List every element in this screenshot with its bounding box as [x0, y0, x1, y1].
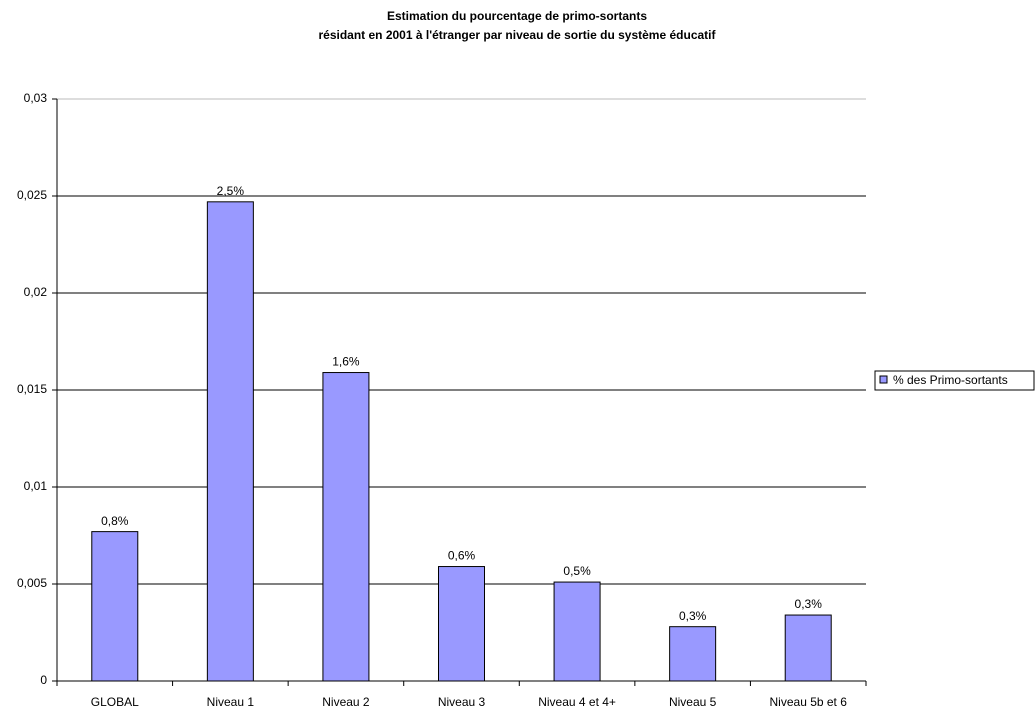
y-tick-label: 0,03 [24, 91, 48, 105]
x-tick-label: Niveau 5b et 6 [770, 695, 848, 709]
data-label: 0,3% [795, 597, 823, 611]
data-label: 0,3% [679, 609, 707, 623]
y-tick-label: 0,005 [17, 576, 47, 590]
bar [669, 626, 717, 682]
data-label: 0,8% [101, 514, 129, 528]
data-label: 1,6% [332, 355, 360, 369]
legend-swatch [879, 375, 888, 384]
y-tick-label: 0,025 [17, 188, 47, 202]
x-tick-label: Niveau 5 [669, 695, 717, 709]
bar [91, 531, 139, 682]
x-tick-label: Niveau 2 [322, 695, 370, 709]
x-tick-label: Niveau 1 [207, 695, 255, 709]
bar [438, 566, 485, 682]
legend-box [874, 370, 1035, 391]
bar [784, 614, 832, 682]
bar [206, 201, 254, 682]
y-tick-label: 0,02 [24, 285, 48, 299]
data-label: 2,5% [217, 184, 245, 198]
y-tick-label: 0,015 [17, 382, 47, 396]
y-tick-label: 0,01 [24, 479, 48, 493]
data-label: 0,6% [448, 549, 476, 563]
chart-title: résidant en 2001 à l'étranger par niveau… [318, 28, 716, 42]
bar [322, 372, 370, 682]
x-tick-label: Niveau 3 [438, 695, 486, 709]
x-tick-label: GLOBAL [91, 695, 139, 709]
x-tick-label: Niveau 4 et 4+ [538, 695, 616, 709]
chart-title: Estimation du pourcentage de primo-sorta… [387, 9, 647, 23]
legend-label: % des Primo-sortants [893, 373, 1008, 387]
data-label: 0,5% [563, 564, 591, 578]
bar [553, 581, 601, 682]
y-tick-label: 0 [40, 673, 47, 687]
